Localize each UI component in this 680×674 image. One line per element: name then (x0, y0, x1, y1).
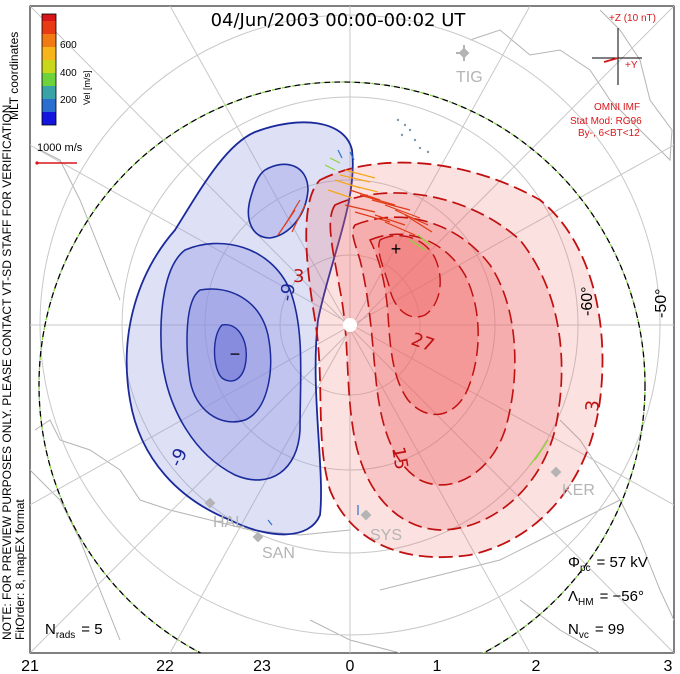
coastline (30, 9, 674, 653)
map-title: 04/Jun/2003 00:00-00:02 UT (211, 10, 467, 31)
hm-boundary (38, 81, 646, 653)
contour-label-pos-4: 3 (582, 399, 604, 412)
mlt-label-22: 22 (156, 658, 174, 674)
lat-label-50: -50° (653, 288, 670, 318)
colorbar-seg-1 (42, 99, 56, 112)
colorbar-seg-5 (42, 47, 56, 60)
preview-note: NOTE: FOR PREVIEW PURPOSES ONLY. PLEASE … (0, 101, 14, 640)
potential-min-marker: − (230, 344, 241, 364)
lambda-hm: ΛHM = −56° (568, 588, 644, 608)
station-label-san: SAN (262, 545, 295, 562)
station-marker-sys (360, 509, 372, 521)
station-marker-hal (204, 497, 216, 509)
positive-cell (305, 161, 604, 559)
velocity-scale-label: 1000 m/s (37, 142, 83, 154)
negative-cell (125, 121, 354, 536)
imf-clock: +Z (10 nT) +Y OMNI IMF Stat Mod: RG96 By… (570, 13, 656, 139)
station-marker-tig (456, 45, 470, 61)
mlt-label-1: 1 (433, 658, 442, 674)
pole-marker (343, 318, 357, 332)
imf-vector (603, 57, 619, 63)
station-marker-san (252, 531, 264, 543)
potential-max-marker: + (391, 239, 402, 259)
contour-label-pos-1: 3 (293, 266, 304, 287)
lat-label-60: -60° (579, 286, 596, 316)
stat-model: Stat Mod: RG96 (570, 116, 642, 127)
mlt-label-3: 3 (664, 658, 673, 674)
imf-source: OMNI IMF (594, 102, 640, 113)
colorbar-tick-400: 400 (60, 68, 77, 79)
velocity-scale-origin (35, 161, 39, 165)
colorbar: 200 400 600 Vel [m/s] (41, 13, 92, 126)
imf-plus-z: +Z (10 nT) (609, 13, 656, 24)
stats-panel: Φpc = 57 kV ΛHM = −56° Nvc = 99 Nrads = 5 (45, 554, 648, 641)
colorbar-seg-3 (42, 73, 56, 86)
station-label-sys: SYS (370, 527, 402, 544)
colorbar-seg-4 (42, 60, 56, 73)
colorbar-seg-0 (42, 112, 56, 125)
colorbar-label: Vel [m/s] (82, 70, 92, 105)
colorbar-tick-200: 200 (60, 95, 77, 106)
station-label-tig: TIG (456, 69, 483, 86)
colorbar-seg-6 (42, 34, 56, 47)
fit-order-note: FitOrder: 8, mapEX format (13, 499, 27, 640)
contour-label-pos-3: 15 (387, 445, 412, 471)
stations: TIG KER SYS SAN HAL (204, 45, 595, 562)
mlt-label-0: 0 (346, 658, 355, 674)
station-marker-ker (550, 466, 562, 478)
n-vc: Nvc = 99 (568, 621, 624, 641)
imf-plus-y: +Y (625, 60, 638, 71)
mlt-label-2: 2 (532, 658, 541, 674)
phi-pc: Φpc = 57 kV (568, 554, 648, 574)
station-label-hal: HAL (213, 514, 244, 531)
n-rads: Nrads = 5 (45, 621, 103, 641)
imf-condition: By-, 6<BT<12 (578, 128, 640, 139)
mlt-label-23: 23 (253, 658, 271, 674)
mlt-axis: 21 22 23 0 1 2 3 (21, 658, 672, 674)
colorbar-seg-2 (42, 86, 56, 99)
colorbar-tick-600: 600 (60, 40, 77, 51)
coord-system-label: MLT coordinates (7, 32, 21, 120)
colorbar-seg-8 (42, 14, 56, 21)
velocity-vectors (267, 118, 549, 526)
colorbar-seg-7 (42, 21, 56, 34)
mlt-label-21: 21 (21, 658, 39, 674)
contour-label-neg-1: -9 (276, 282, 300, 303)
hm-boundary-green (38, 81, 646, 653)
station-label-ker: KER (562, 482, 595, 499)
